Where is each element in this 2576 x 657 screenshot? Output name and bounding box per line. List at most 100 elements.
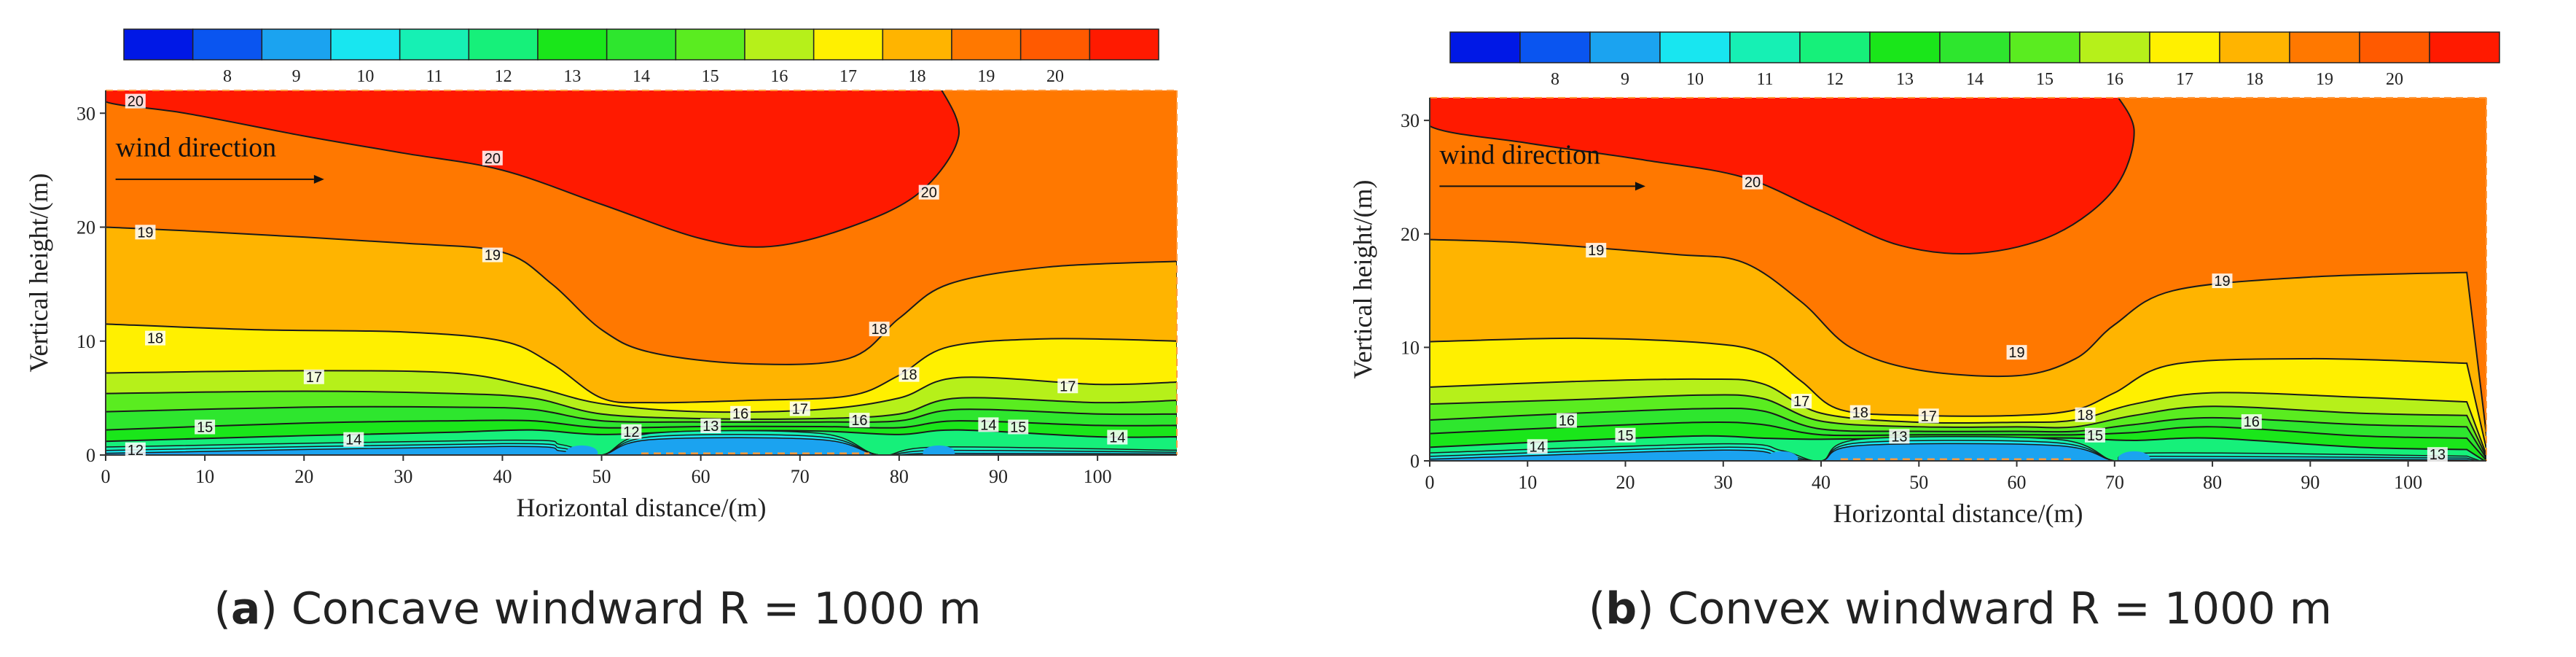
colorbar-segment [1729,31,1801,63]
contour-label: 17 [1921,408,1937,424]
colorbar-tick-label: 14 [1966,70,1984,89]
colorbar-segment [261,28,332,61]
contour-label: 15 [1010,420,1026,436]
contour-label-bg [849,413,870,428]
colorbar-segment [192,28,263,61]
contour-label: 15 [2087,428,2103,444]
x-tick-label: 50 [1909,472,1928,493]
colorbar-segment [675,28,745,61]
x-tick-label: 90 [2301,472,2319,493]
x-tick-label: 60 [2008,472,2027,493]
contour-label-bg [125,442,146,457]
colorbar-segment [744,28,815,61]
terrain-core [565,445,598,455]
colorbar-tick-label: 13 [1896,70,1914,89]
contour-label-bg [700,418,721,433]
x-tick-label: 80 [2203,472,2222,493]
contour-label-bg [730,405,751,421]
contour-label: 16 [732,406,748,422]
colorbar-segment [1799,31,1871,63]
caption-letter: a [231,583,261,634]
contour-label-bg [1918,408,1939,424]
contour-label-bg [1527,439,1548,454]
contour-label: 13 [2430,447,2446,463]
contour-label: 19 [137,225,153,241]
panel-caption: (a) Concave windward R = 1000 m [214,583,981,634]
wind-arrow-head [1635,182,1645,191]
contour-label: 20 [485,151,501,167]
colorbar-segment [1939,31,2011,63]
colorbar-segment [1659,31,1731,63]
colorbar-tick-label: 20 [1046,67,1064,86]
contour-label: 16 [2244,414,2260,430]
y-tick-label: 10 [77,331,95,352]
band-20 [106,90,960,248]
contour-label: 17 [1793,394,1809,410]
contour-label-bg [2006,345,2027,360]
y-tick-label: 20 [1401,224,1420,245]
x-tick-label: 0 [101,466,111,487]
x-tick-label: 50 [592,466,611,487]
contour-label-bg [978,417,999,432]
colorbar-tick-label: 18 [2246,70,2263,89]
band-20 [1430,98,2135,254]
colorbar-tick-label: 12 [495,67,512,86]
contour-label: 12 [128,443,144,459]
contour-label: 17 [306,370,322,386]
contour-label: 18 [1852,405,1868,421]
contour-label-bg [1586,243,1607,258]
colorbar-tick-label: 16 [770,67,788,86]
contour-label: 18 [147,331,163,347]
contour-label-bg [303,369,324,384]
contour-label: 14 [980,417,996,433]
x-tick-label: 80 [890,466,909,487]
plot-area [1430,98,2486,461]
y-tick-label: 20 [77,217,95,238]
colorbar-segment [2219,31,2290,63]
contour-label-bg [1057,378,1078,394]
colorbar-segment [606,28,677,61]
wind-arrow-head [313,174,324,184]
contour-label: 20 [128,94,144,110]
contour-label: 15 [1617,428,1633,444]
x-tick-label: 70 [2105,472,2124,493]
contour-label-bg [145,330,166,346]
contour-label-bg [343,432,364,447]
contour-label-bg [1556,413,1577,428]
colorbar-tick-label: 14 [633,67,650,86]
colorbar-segment [2359,31,2430,63]
contour-label: 17 [1060,378,1076,394]
colorbar-tick-label: 10 [356,67,374,86]
contour-label: 15 [197,420,213,436]
contour-label: 18 [901,368,917,384]
x-tick-label: 40 [1812,472,1831,493]
contour-label-bg [125,93,146,109]
y-axis-label: Vertical height/(m) [1348,180,1377,379]
colorbar-tick-label: 15 [2036,70,2054,89]
colorbar-segment [882,28,952,61]
contour-label-bg [195,419,216,435]
panel-caption: (b) Convex windward R = 1000 m [1589,583,2332,634]
contour-label-bg [1889,429,1910,444]
colorbar-segment [2289,31,2360,63]
contour-label-bg [482,150,503,166]
x-tick-label: 100 [2394,472,2422,493]
wind-direction-label: wind direction [116,133,277,163]
contour-label-bg [2241,414,2262,429]
y-axis-label: Vertical height/(m) [24,174,53,373]
colorbar-segment [330,28,401,61]
contour-label-bg [1107,429,1128,445]
colorbar-segment [2429,31,2500,63]
caption-close: ) Concave windward R = 1000 m [260,583,981,634]
contour-label-bg [789,401,810,416]
y-tick-label: 30 [77,103,95,124]
colorbar-tick-label: 17 [2176,70,2193,89]
contour-label: 12 [623,424,639,440]
wind-direction-label: wind direction [1439,139,1600,170]
x-tick-label: 30 [394,466,412,487]
contour-label: 14 [1109,430,1125,446]
x-tick-label: 30 [1714,472,1733,493]
contour-label-bg [899,367,920,382]
contour-label-bg [135,225,156,240]
